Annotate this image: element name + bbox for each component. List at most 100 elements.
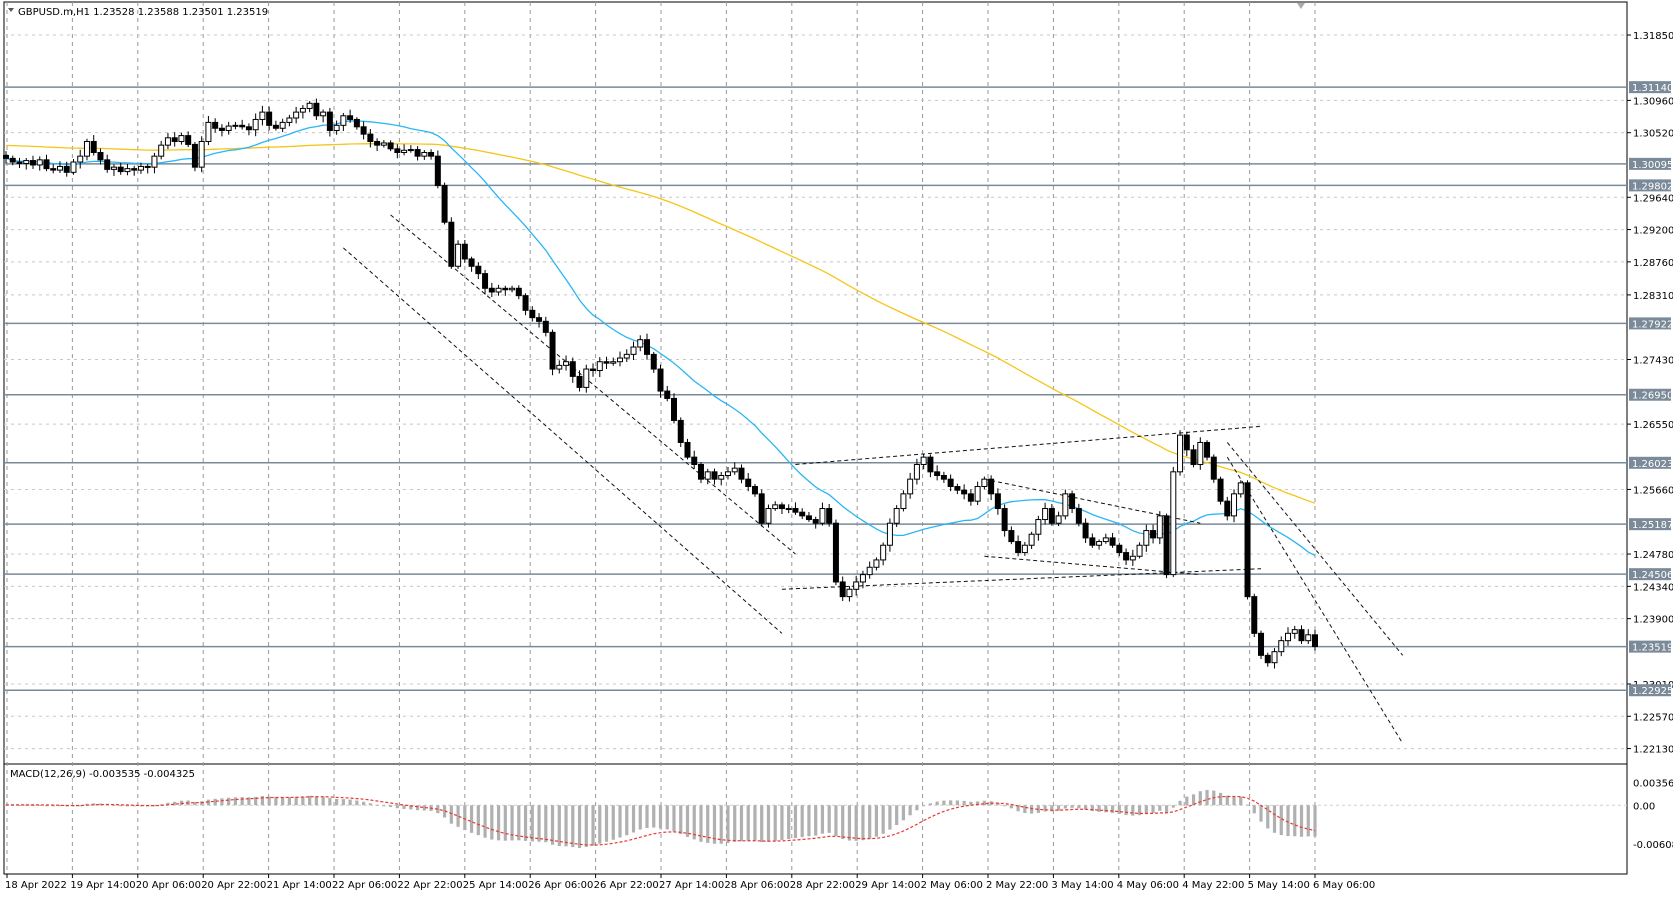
candle-body xyxy=(83,140,90,157)
macd-bar xyxy=(712,805,717,844)
macd-bar xyxy=(1077,805,1081,809)
candle-body xyxy=(556,364,563,370)
candle-body xyxy=(293,111,300,119)
time-tick-label: 4 May 06:00 xyxy=(1117,880,1179,891)
candle-body xyxy=(313,102,320,117)
candle-body xyxy=(711,471,718,480)
time-tick-label: 26 Apr 06:00 xyxy=(528,880,593,891)
candle-body xyxy=(1008,530,1015,543)
macd-bar xyxy=(463,805,467,831)
macd-bar xyxy=(78,805,82,807)
candle-body xyxy=(1183,434,1190,451)
macd-bar xyxy=(1097,805,1101,812)
candle-body xyxy=(63,165,70,173)
macd-bar xyxy=(152,805,157,807)
candle-body xyxy=(670,397,677,421)
macd-bar xyxy=(517,805,521,841)
macd-bar xyxy=(1050,805,1054,812)
macd-bar xyxy=(125,805,130,807)
macd-bar xyxy=(557,805,561,847)
macd-bar xyxy=(166,802,170,806)
candle-body xyxy=(900,493,907,510)
macd-bar xyxy=(483,805,487,838)
candle-body xyxy=(657,368,664,392)
candle-body xyxy=(171,137,178,142)
macd-bar xyxy=(982,800,986,806)
candle-body xyxy=(43,159,50,170)
macd-bar xyxy=(773,805,777,841)
macd-bar xyxy=(58,805,62,807)
candle-body xyxy=(502,287,509,291)
candle-body xyxy=(886,522,893,546)
candle-body xyxy=(77,155,84,163)
macd-bar xyxy=(1131,805,1135,816)
macd-bar xyxy=(719,805,723,844)
macd-tick-label: 0.00 xyxy=(1633,801,1655,812)
macd-bar xyxy=(854,805,858,841)
macd-bar xyxy=(1299,805,1304,837)
price-tick-label: 1.26550 xyxy=(1633,420,1673,431)
macd-bar xyxy=(274,797,278,806)
candle-body xyxy=(515,287,522,297)
time-tick-label: 28 Apr 06:00 xyxy=(724,880,789,891)
macd-bar xyxy=(382,805,386,807)
candle-body xyxy=(542,320,549,333)
candle-body xyxy=(347,115,354,120)
macd-bar xyxy=(672,805,676,832)
macd-bar xyxy=(841,805,845,840)
macd-bar xyxy=(213,798,217,806)
time-tick-label: 25 Apr 14:00 xyxy=(463,880,528,891)
candle-body xyxy=(751,486,758,495)
price-tick-label: 1.25660 xyxy=(1633,485,1673,496)
candle-body xyxy=(765,508,772,524)
macd-bar xyxy=(476,805,480,836)
macd-bar xyxy=(1151,805,1155,813)
candle-body xyxy=(988,478,995,495)
candle-body xyxy=(110,166,117,170)
macd-bar xyxy=(132,805,136,807)
macd-bar xyxy=(962,800,966,806)
candle-body xyxy=(1143,530,1150,546)
macd-signal-line xyxy=(6,795,1316,846)
collapse-triangle-icon[interactable] xyxy=(8,8,14,12)
macd-bar xyxy=(834,805,838,836)
candle-body xyxy=(940,474,947,480)
price-tick-label: 1.23900 xyxy=(1633,615,1673,626)
candle-body xyxy=(212,121,219,129)
candle-body xyxy=(927,456,934,473)
macd-bar xyxy=(368,803,372,806)
candle-body xyxy=(785,508,792,511)
candle-body xyxy=(1089,537,1096,546)
main-panel-frame xyxy=(3,1,1628,765)
macd-bar xyxy=(402,805,406,809)
grid-lines xyxy=(4,2,1627,874)
candle-body xyxy=(239,124,246,128)
chart-shift-marker-icon[interactable] xyxy=(1297,3,1305,9)
candle-body xyxy=(1163,515,1170,576)
macd-bar xyxy=(1239,796,1243,806)
level-price-label: 1.25187 xyxy=(1632,520,1673,531)
price-tick-label: 1.22570 xyxy=(1633,712,1673,723)
candle-body xyxy=(259,111,266,120)
macd-bar xyxy=(1232,796,1236,806)
macd-label: MACD(12,26,9) -0.003535 -0.004325 xyxy=(10,769,195,780)
candle-body xyxy=(225,125,232,131)
candle-body xyxy=(684,441,691,458)
horizontal-levels[interactable] xyxy=(4,86,1627,691)
macd-bar xyxy=(638,805,642,830)
macd-bar xyxy=(591,805,595,846)
candle-body xyxy=(1312,634,1318,648)
candle-body xyxy=(185,135,192,145)
macd-bar xyxy=(685,805,690,837)
candle-body xyxy=(1217,478,1224,502)
candle-body xyxy=(468,258,475,267)
time-tick-label: 4 May 22:00 xyxy=(1182,880,1244,891)
macd-bar xyxy=(1023,805,1027,814)
macd-bar xyxy=(969,801,973,806)
candle-body xyxy=(23,160,30,165)
candle-body xyxy=(947,478,954,488)
macd-bar xyxy=(584,805,588,847)
candle-body xyxy=(191,143,198,168)
candle-body xyxy=(252,118,259,131)
